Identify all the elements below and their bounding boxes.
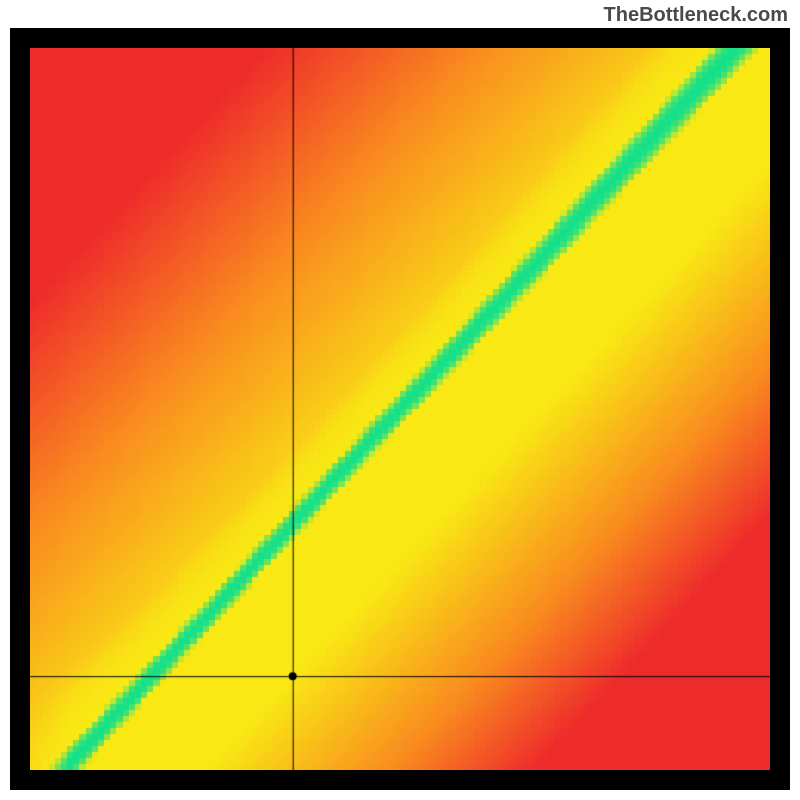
chart-frame [10,28,790,790]
bottleneck-heatmap [30,48,770,770]
watermark-text: TheBottleneck.com [604,4,788,27]
